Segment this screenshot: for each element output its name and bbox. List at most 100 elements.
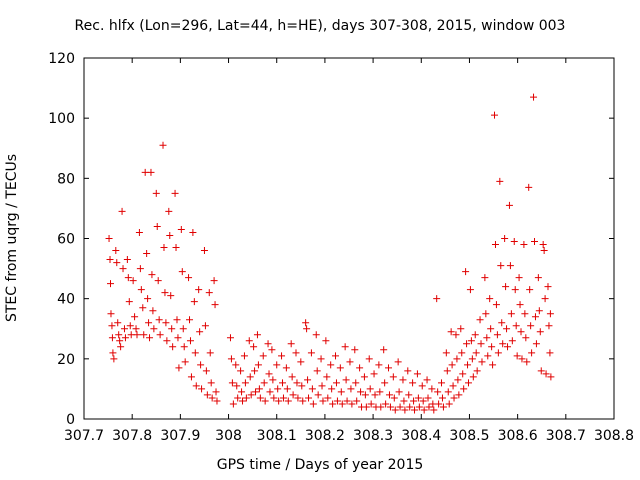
- data-point: [264, 340, 272, 348]
- data-point: [309, 400, 317, 408]
- data-point: [530, 93, 538, 101]
- data-point: [498, 319, 506, 327]
- x-tick-label: 308.8: [594, 428, 634, 444]
- data-point: [328, 385, 336, 393]
- data-point: [302, 319, 310, 327]
- data-point: [491, 111, 499, 119]
- data-point: [375, 361, 383, 369]
- x-tick-label: 307.9: [160, 428, 200, 444]
- data-point: [226, 334, 234, 342]
- data-point: [434, 388, 442, 396]
- data-point: [525, 183, 533, 191]
- data-point: [323, 373, 331, 381]
- data-point: [394, 358, 402, 366]
- data-point: [205, 289, 213, 297]
- data-point: [139, 304, 147, 312]
- data-point: [424, 394, 432, 402]
- data-point: [197, 361, 205, 369]
- data-point: [135, 228, 143, 236]
- data-point: [430, 406, 438, 414]
- data-point: [147, 168, 155, 176]
- data-point: [423, 376, 431, 384]
- data-point: [284, 397, 292, 405]
- data-point: [246, 373, 254, 381]
- data-point: [259, 352, 267, 360]
- data-point: [478, 358, 486, 366]
- data-point: [449, 382, 457, 390]
- data-point: [152, 189, 160, 197]
- data-point: [125, 298, 133, 306]
- data-point: [172, 244, 180, 252]
- data-point: [483, 334, 491, 342]
- data-point: [464, 379, 472, 387]
- data-point: [395, 388, 403, 396]
- data-point: [532, 340, 540, 348]
- data-point: [361, 391, 369, 399]
- data-point: [511, 286, 519, 294]
- data-point: [546, 349, 554, 357]
- data-point: [540, 247, 548, 255]
- data-point: [520, 241, 528, 249]
- data-point: [203, 391, 211, 399]
- data-point: [165, 207, 173, 215]
- data-point: [159, 141, 167, 149]
- data-point: [386, 403, 394, 411]
- data-point: [453, 355, 461, 363]
- data-point: [298, 382, 306, 390]
- data-point: [108, 322, 116, 330]
- data-point: [409, 379, 417, 387]
- data-point: [399, 376, 407, 384]
- data-point: [444, 388, 452, 396]
- data-point: [110, 355, 118, 363]
- data-point: [174, 334, 182, 342]
- data-point: [181, 358, 189, 366]
- data-point: [452, 331, 460, 339]
- data-point: [438, 379, 446, 387]
- y-tick-label: 120: [48, 51, 75, 67]
- data-point: [469, 373, 477, 381]
- data-point: [327, 361, 335, 369]
- data-point: [341, 343, 349, 351]
- data-point: [517, 328, 525, 336]
- x-tick-label: 308.6: [498, 428, 538, 444]
- data-point: [428, 385, 436, 393]
- data-point: [439, 403, 447, 411]
- data-point: [515, 274, 523, 282]
- data-point: [137, 286, 145, 294]
- y-tick-label: 20: [57, 352, 75, 368]
- data-point: [268, 346, 276, 354]
- data-series: [105, 93, 555, 414]
- data-point: [269, 376, 277, 384]
- x-tick-label: 308.4: [401, 428, 441, 444]
- data-point: [191, 349, 199, 357]
- data-point: [389, 373, 397, 381]
- data-point: [332, 352, 340, 360]
- data-point: [228, 379, 236, 387]
- data-point: [185, 274, 193, 282]
- data-point: [348, 400, 356, 408]
- data-point: [510, 238, 518, 246]
- data-point: [464, 361, 472, 369]
- data-point: [287, 340, 295, 348]
- data-point: [133, 331, 141, 339]
- data-point: [493, 331, 501, 339]
- data-point: [318, 382, 326, 390]
- data-point: [536, 328, 544, 336]
- data-point: [189, 228, 197, 236]
- data-point: [115, 331, 123, 339]
- data-point: [250, 343, 258, 351]
- data-point: [132, 325, 140, 333]
- data-point: [473, 367, 481, 375]
- data-point: [251, 367, 259, 375]
- data-point: [448, 361, 456, 369]
- data-point: [123, 256, 131, 264]
- data-point: [178, 268, 186, 276]
- data-point: [112, 247, 120, 255]
- data-point: [371, 391, 379, 399]
- data-point: [381, 379, 389, 387]
- data-point: [481, 274, 489, 282]
- data-point: [154, 277, 162, 285]
- data-point: [234, 394, 242, 402]
- data-point: [494, 349, 502, 357]
- data-point: [467, 337, 475, 345]
